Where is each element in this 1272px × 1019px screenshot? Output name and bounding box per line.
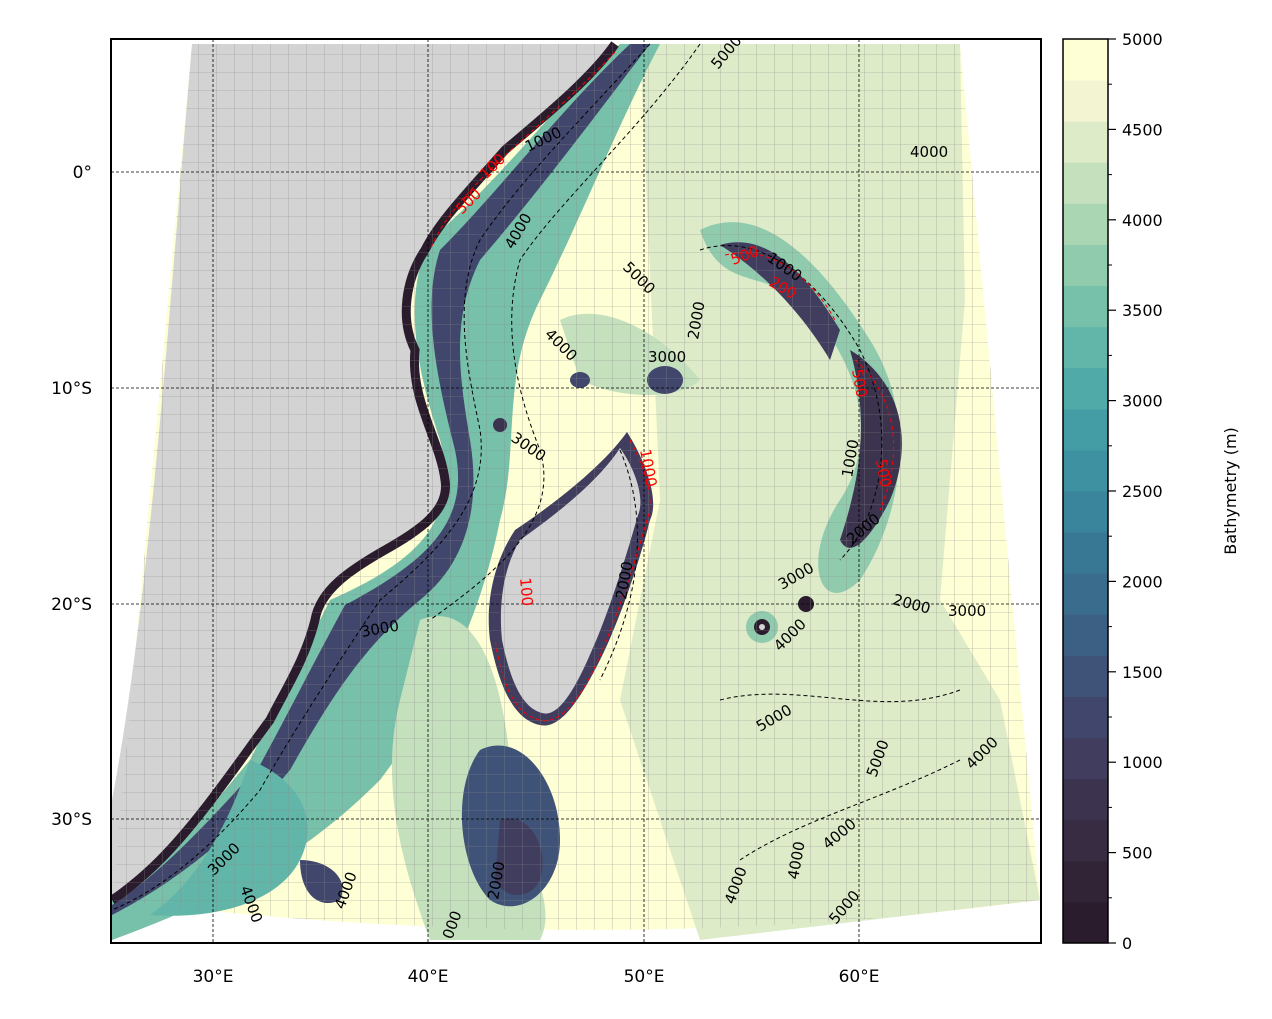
lat-tick-label: 10°S: [51, 379, 92, 399]
colorbar-tick-label: 500: [1122, 844, 1153, 863]
colorbar-tick-label: 4000: [1122, 211, 1163, 230]
colorbar-tick-label: 1000: [1122, 753, 1163, 772]
contour-label: 3000: [648, 348, 686, 366]
map-frame: [110, 38, 1042, 944]
colorbar-band: [1063, 737, 1108, 780]
colorbar-band: [1063, 655, 1108, 697]
colorbar-tick-label: 3000: [1122, 392, 1163, 411]
colorbar-tick-label: 0: [1122, 934, 1132, 953]
lon-tick-labels: 30°E 40°E 50°E 60°E: [193, 967, 880, 987]
colorbar-bands: [1063, 39, 1108, 944]
colorbar-tick-label: 3500: [1122, 301, 1163, 320]
plot-area: 5000 4000 1000 100 500 4000 5000 500 100…: [111, 39, 1041, 943]
colorbar-band: [1063, 696, 1108, 739]
lon-tick-label: 60°E: [839, 967, 880, 987]
contour-label: 4000: [910, 143, 948, 161]
colorbar-tick-label: 5000: [1122, 30, 1163, 49]
colorbar-tick-label: 2500: [1122, 482, 1163, 501]
colorbar-tick-label: 4500: [1122, 120, 1163, 139]
colorbar-band: [1063, 532, 1108, 574]
colorbar-tick-label: 1500: [1122, 663, 1163, 682]
lon-tick-label: 50°E: [624, 967, 665, 987]
colorbar-tick-label: 2000: [1122, 572, 1163, 591]
model-grid-mesh: [112, 44, 1040, 930]
colorbar-band: [1063, 491, 1108, 533]
lat-tick-label: 20°S: [51, 595, 92, 615]
contour-label: 500: [872, 458, 895, 489]
graticule: [111, 39, 1041, 943]
lat-tick-label: 30°S: [51, 810, 92, 830]
colorbar-band: [1063, 860, 1108, 903]
colorbar-title: Bathymetry (m): [1221, 427, 1240, 555]
colorbar-band: [1063, 121, 1108, 163]
colorbar-band: [1063, 162, 1108, 204]
colorbar-band: [1063, 285, 1108, 328]
colorbar-band: [1063, 573, 1108, 615]
lon-tick-label: 30°E: [193, 967, 234, 987]
colorbar-band: [1063, 367, 1108, 410]
contour-label: 3000: [948, 602, 986, 620]
depth-contours: [111, 43, 961, 911]
colorbar-band: [1063, 326, 1108, 369]
colorbar-band: [1063, 203, 1108, 245]
colorbar-band: [1063, 408, 1108, 451]
colorbar-band: [1063, 819, 1108, 862]
colorbar-band: [1063, 39, 1108, 81]
contour-label: 100: [516, 577, 536, 607]
colorbar-band: [1063, 80, 1108, 122]
colorbar-band: [1063, 778, 1108, 821]
colorbar-band: [1063, 449, 1108, 492]
colorbar-band: [1063, 901, 1108, 944]
lat-tick-labels: 0° 10°S 20°S 30°S: [51, 163, 92, 830]
colorbar-ticks: 0 500 1000 1500 2000 2500 3000 3500 4000 4500 5000: [1108, 30, 1163, 953]
colorbar-band: [1063, 614, 1108, 656]
colorbar-band: [1063, 244, 1108, 287]
contour-label: 500: [848, 368, 871, 399]
lat-tick-label: 0°: [73, 163, 92, 183]
lon-tick-label: 40°E: [408, 967, 449, 987]
colorbar: 0 500 1000 1500 2000 2500 3000 3500 4000 4500 5000…: [1062, 30, 1240, 953]
